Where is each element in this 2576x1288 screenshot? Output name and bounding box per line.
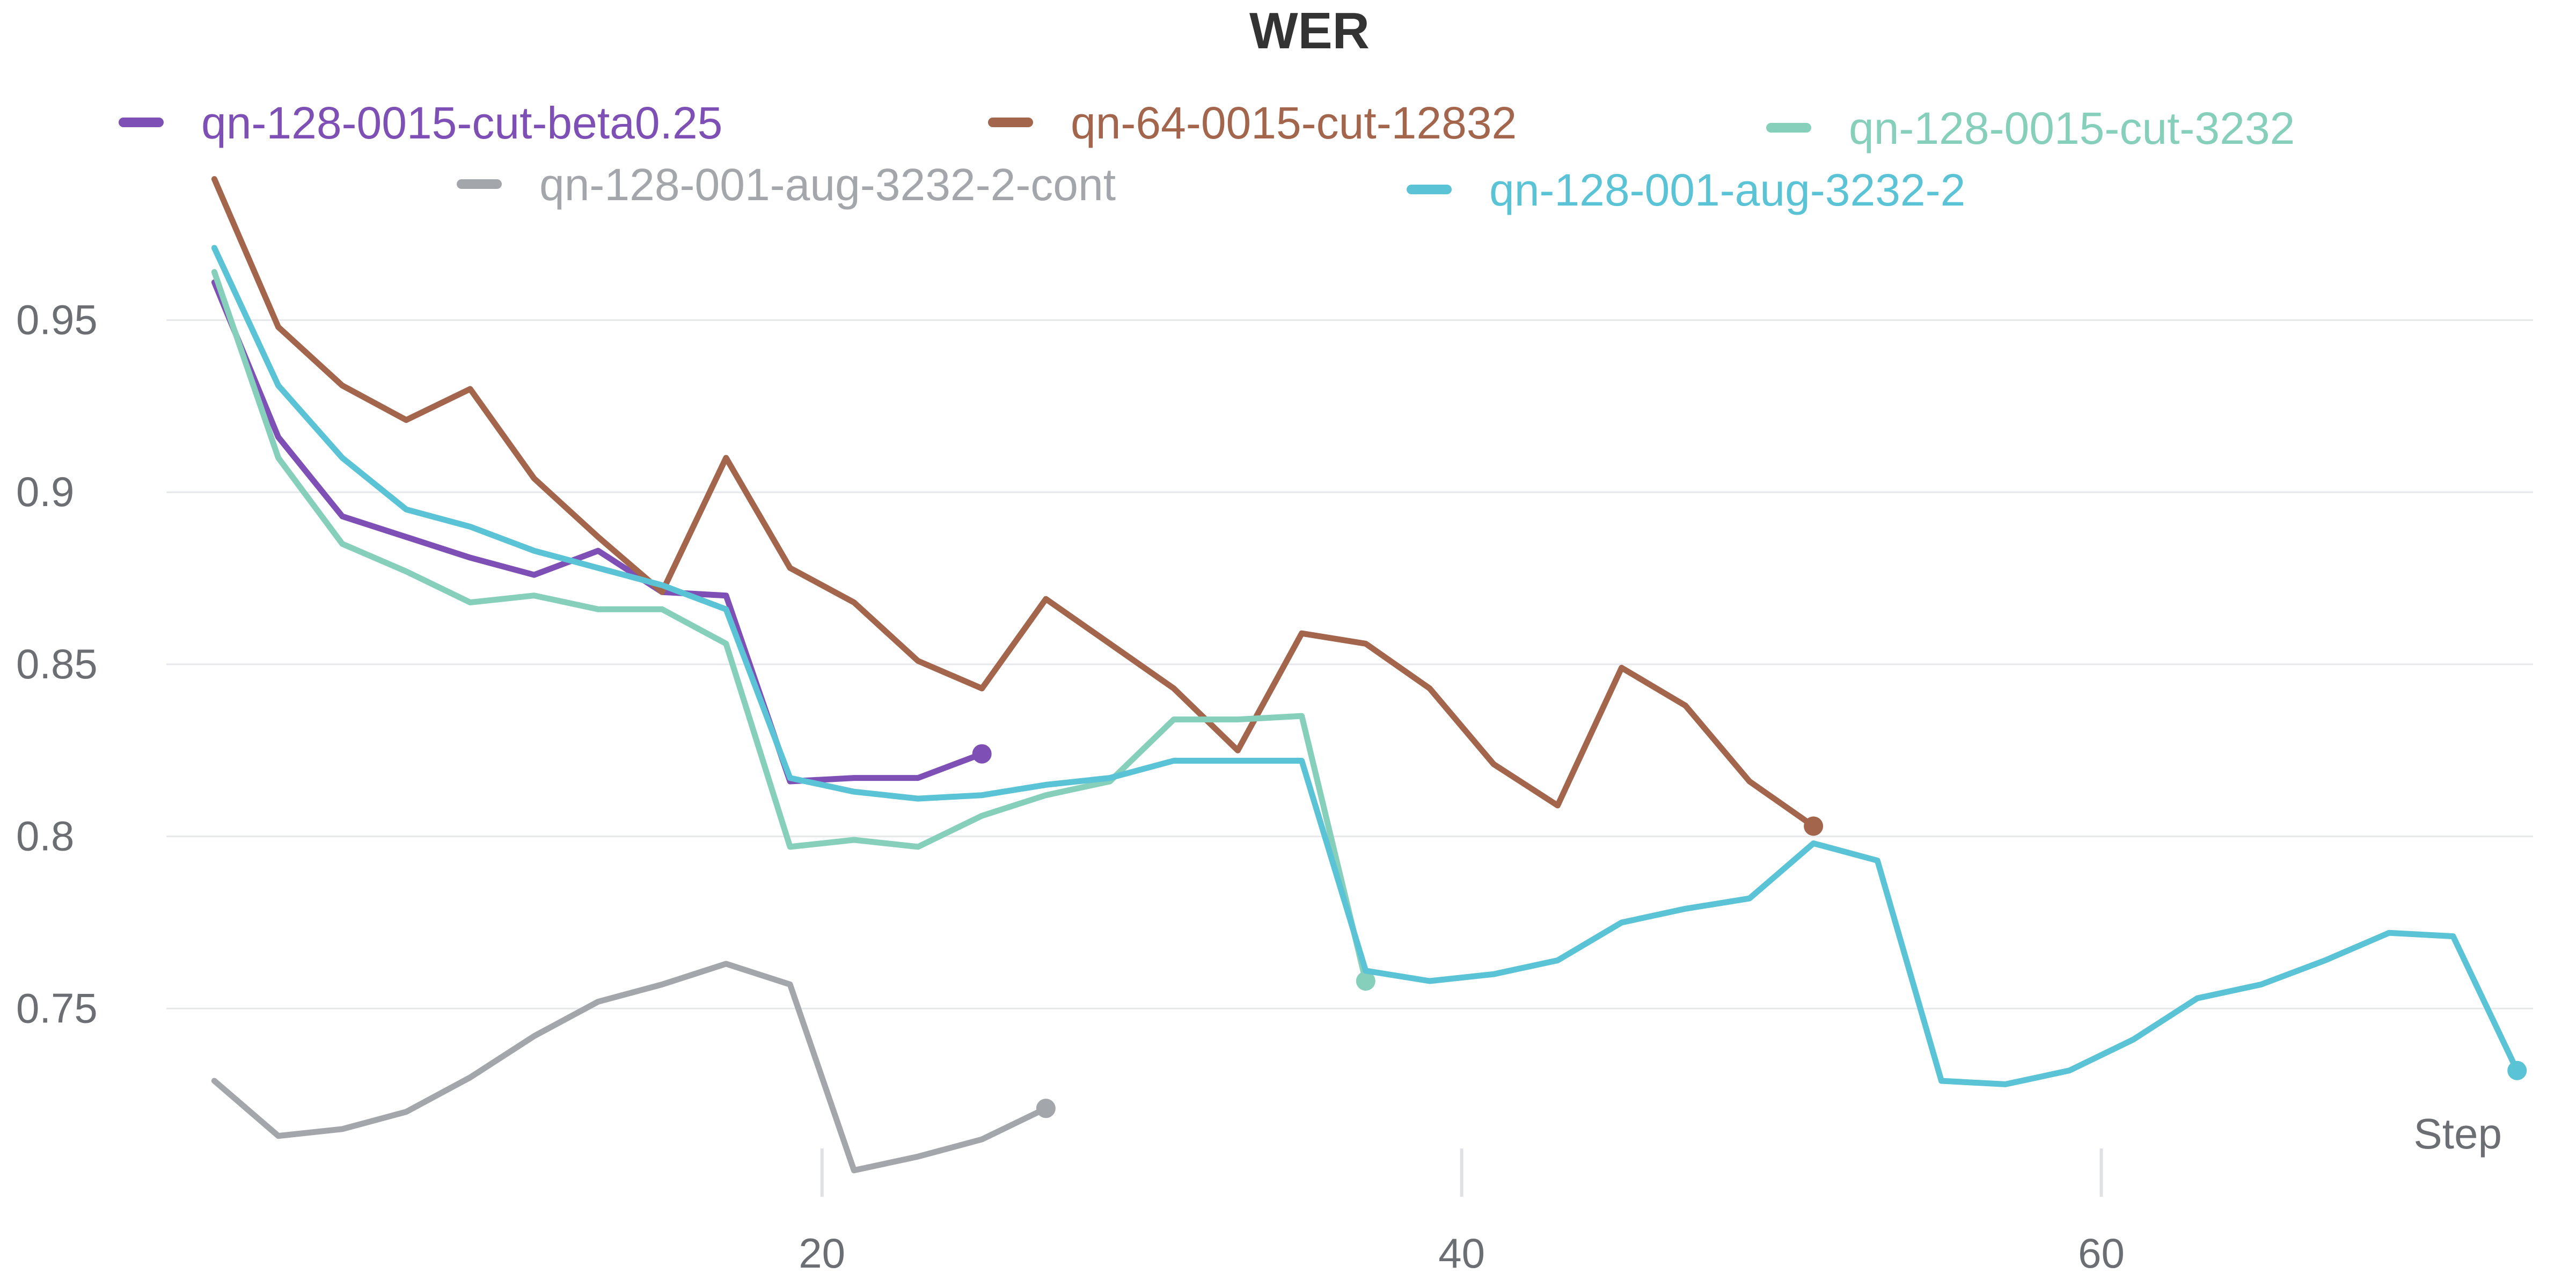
y-tick-label: 0.9 (16, 468, 74, 515)
series-line-0[interactable] (211, 279, 985, 785)
legend-item-0[interactable]: qn-128-0015-cut-beta0.25 (119, 98, 722, 148)
legend-label: qn-128-0015-cut-beta0.25 (201, 98, 722, 148)
legend-item-2[interactable]: qn-128-0015-cut-3232 (1766, 103, 2295, 153)
legend-label: qn-128-0015-cut-3232 (1849, 103, 2295, 153)
series-end-marker-4[interactable] (2507, 1060, 2527, 1080)
x-tick-label: 60 (2078, 1230, 2125, 1277)
legend[interactable]: qn-128-0015-cut-beta0.25 qn-64-0015-cut-1… (119, 98, 2295, 215)
series-line-3[interactable] (211, 961, 1049, 1174)
legend-item-4[interactable]: qn-128-001-aug-3232-2 (1407, 165, 1965, 215)
series-layer (211, 176, 2527, 1174)
series-line-2[interactable] (211, 269, 1369, 984)
series-line-1[interactable] (211, 176, 1817, 829)
axis-layer: 0.75 0.8 0.85 0.9 0.95 20 40 60 (16, 296, 2125, 1277)
grid-layer (166, 319, 2533, 1009)
x-axis-label: Step (2413, 1110, 2502, 1158)
y-tick-label: 0.95 (16, 296, 98, 343)
x-tick-label: 20 (799, 1230, 845, 1277)
y-tick-label: 0.75 (16, 984, 98, 1031)
legend-label: qn-128-001-aug-3232-2 (1489, 165, 1965, 215)
y-tick-label: 0.85 (16, 640, 98, 687)
x-tick-label: 40 (1438, 1230, 1485, 1277)
series-end-marker-0[interactable] (972, 744, 992, 764)
legend-item-1[interactable]: qn-64-0015-cut-12832 (988, 98, 1517, 148)
y-tick-label: 0.8 (16, 813, 74, 860)
series-line-4[interactable] (211, 245, 2520, 1087)
series-end-marker-2[interactable] (1356, 971, 1375, 991)
series-end-marker-1[interactable] (1804, 816, 1824, 836)
legend-label: qn-64-0015-cut-12832 (1071, 98, 1517, 148)
series-end-marker-3[interactable] (1036, 1099, 1056, 1118)
legend-label: qn-128-001-aug-3232-2-cont (539, 159, 1116, 210)
legend-item-3[interactable]: qn-128-001-aug-3232-2-cont (457, 159, 1116, 210)
chart-title: WER (1249, 2, 1370, 60)
